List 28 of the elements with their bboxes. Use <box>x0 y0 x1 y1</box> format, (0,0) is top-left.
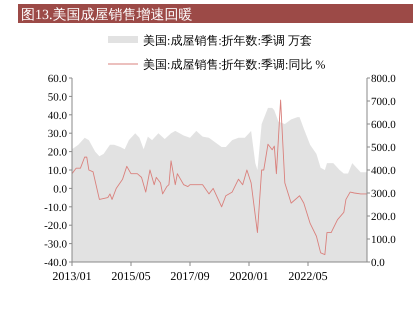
y2-tick-label: 400.0 <box>371 165 396 177</box>
x-tick-label: 2020/01 <box>229 269 269 283</box>
y-tick-label: 30.0 <box>48 128 68 140</box>
y-tick-label: 20.0 <box>48 146 68 159</box>
chart-title: 图13.美国成屋销售增速回暖 <box>21 7 192 23</box>
x-tick-label: 2013/01 <box>52 269 92 283</box>
y-tick-label: -30.0 <box>44 238 68 251</box>
y2-tick-label: 500.0 <box>371 142 396 154</box>
y2-tick-label: 200.0 <box>371 211 396 223</box>
y2-tick-label: 800.0 <box>371 73 396 85</box>
y-tick-label: -20.0 <box>44 220 68 232</box>
y-tick-label: 50.0 <box>48 91 68 104</box>
y-tick-label: 0.0 <box>53 183 68 196</box>
y-tick-label: -40.0 <box>44 257 68 269</box>
y2-tick-label: 100.0 <box>371 234 396 246</box>
x-tick-label: 2017/09 <box>170 269 210 283</box>
legend-label: 美国:成屋销售:折年数:季调 万套 <box>143 34 312 48</box>
y2-tick-label: 0.0 <box>371 257 386 269</box>
y-tick-label: -10.0 <box>44 202 68 214</box>
y2-tick-label: 600.0 <box>371 119 396 131</box>
y-tick-label: 10.0 <box>48 165 68 177</box>
y2-tick-label: 300.0 <box>371 188 396 200</box>
legend-label: 美国:成屋销售:折年数:季调:同比 % <box>143 58 326 72</box>
y2-tick-label: 700.0 <box>371 96 396 108</box>
x-tick-label: 2015/05 <box>111 269 151 283</box>
y-tick-label: 60.0 <box>48 73 68 85</box>
x-tick-label: 2022/05 <box>288 269 328 283</box>
y-tick-label: 40.0 <box>48 110 68 122</box>
